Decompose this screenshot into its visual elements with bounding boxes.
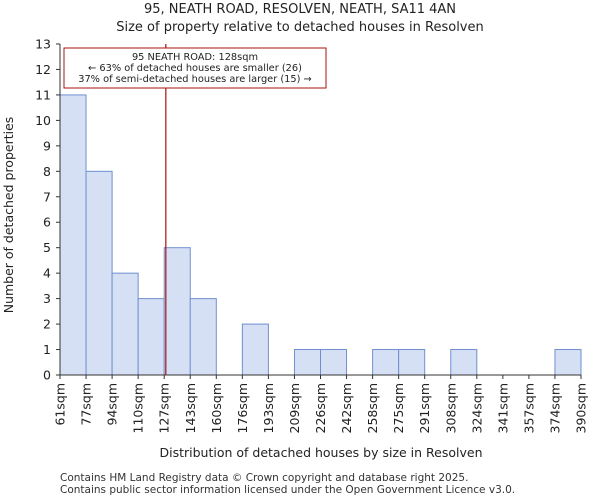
y-tick-label: 9 bbox=[43, 138, 51, 153]
y-tick-label: 13 bbox=[35, 37, 51, 52]
y-tick-label: 8 bbox=[43, 164, 51, 179]
x-tick-label: 226sqm bbox=[313, 383, 328, 433]
x-tick-label: 143sqm bbox=[183, 383, 198, 433]
bar-275sqm bbox=[398, 349, 426, 376]
x-tick-label: 193sqm bbox=[261, 383, 276, 433]
y-tick-label: 10 bbox=[35, 113, 51, 128]
bar-110sqm bbox=[137, 298, 165, 376]
x-tick-label: 275sqm bbox=[391, 383, 406, 433]
y-tick-label: 7 bbox=[43, 189, 51, 204]
y-tick-label: 3 bbox=[43, 291, 51, 306]
x-tick-label: 357sqm bbox=[521, 383, 536, 433]
x-tick-label: 374sqm bbox=[547, 383, 562, 433]
x-axis-label: Distribution of detached houses by size … bbox=[159, 445, 482, 460]
y-tick-label: 5 bbox=[43, 240, 51, 255]
bar-127sqm bbox=[163, 247, 191, 376]
footer-land-registry: Contains HM Land Registry data © Crown c… bbox=[60, 472, 469, 484]
annotation-line-2: ← 63% of detached houses are smaller (26… bbox=[88, 63, 302, 74]
x-tick-label: 160sqm bbox=[209, 383, 224, 433]
y-tick-label: 11 bbox=[35, 87, 51, 102]
marker-layer: 95 NEATH ROAD: 128sqm← 63% of detached h… bbox=[63, 44, 327, 375]
bar-374sqm bbox=[554, 349, 582, 376]
bar-308sqm bbox=[450, 349, 478, 376]
x-tick-label: 127sqm bbox=[157, 383, 172, 433]
x-tick-label: 110sqm bbox=[131, 383, 146, 433]
annotation-line-3: 37% of semi-detached houses are larger (… bbox=[78, 74, 312, 85]
x-tick-label: 324sqm bbox=[469, 383, 484, 433]
y-tick-label: 2 bbox=[43, 317, 51, 332]
x-tick-label: 341sqm bbox=[495, 383, 510, 433]
bar-61sqm bbox=[59, 94, 87, 376]
bar-77sqm bbox=[85, 170, 113, 376]
bar-143sqm bbox=[189, 298, 217, 376]
bar-209sqm bbox=[293, 349, 322, 376]
y-tick-label: 12 bbox=[35, 62, 51, 77]
annotation-line-1: 95 NEATH ROAD: 128sqm bbox=[132, 52, 258, 63]
footer-licence: Contains public sector information licen… bbox=[60, 484, 516, 496]
y-tick-label: 1 bbox=[43, 342, 51, 357]
bar-94sqm bbox=[111, 272, 139, 376]
y-tick-label: 6 bbox=[43, 215, 51, 230]
x-tick-label: 209sqm bbox=[287, 383, 302, 433]
x-tick-label: 94sqm bbox=[105, 383, 120, 426]
chart-title-address: 95, NEATH ROAD, RESOLVEN, NEATH, SA11 4A… bbox=[143, 2, 457, 17]
bar-176sqm bbox=[241, 323, 269, 376]
x-tick-label: 258sqm bbox=[365, 383, 380, 433]
x-tick-label: 61sqm bbox=[53, 383, 68, 426]
x-tick-label: 176sqm bbox=[235, 383, 250, 433]
y-tick-label: 0 bbox=[43, 368, 51, 383]
x-tick-label: 77sqm bbox=[79, 383, 94, 426]
x-tick-label: 390sqm bbox=[574, 383, 589, 433]
annotation-box bbox=[63, 47, 327, 89]
y-axis-label: Number of detached properties bbox=[1, 117, 16, 314]
x-tick-label: 308sqm bbox=[443, 383, 458, 433]
bar-258sqm bbox=[372, 349, 400, 376]
y-tick-label: 4 bbox=[43, 266, 51, 281]
bars-layer bbox=[59, 94, 582, 376]
x-tick-label: 242sqm bbox=[339, 383, 354, 433]
x-tick-label: 291sqm bbox=[417, 383, 432, 433]
chart-title-subtitle: Size of property relative to detached ho… bbox=[116, 20, 484, 35]
bar-226sqm bbox=[320, 349, 348, 376]
